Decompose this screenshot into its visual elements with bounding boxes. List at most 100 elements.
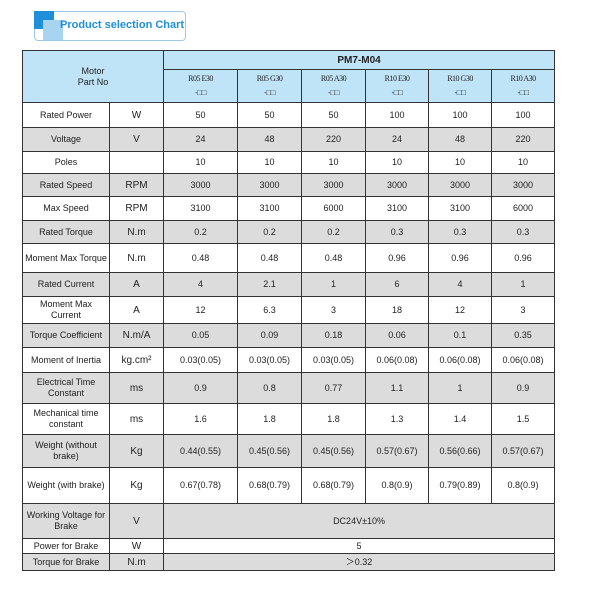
spec-value: 220 bbox=[301, 127, 367, 152]
spec-label: Moment of Inertia bbox=[22, 347, 110, 373]
spec-value: 1.3 bbox=[365, 403, 430, 435]
spec-value: 10 bbox=[365, 151, 430, 174]
spec-unit bbox=[108, 151, 165, 174]
spec-value: 0.3 bbox=[365, 220, 430, 244]
spec-unit: ms bbox=[108, 403, 165, 435]
spec-row: Voltage V 24 48 220 24 48 220 bbox=[22, 127, 556, 152]
spec-row: Torque Coefficient N.m/A 0.05 0.09 0.18 0.06 0… bbox=[22, 323, 556, 348]
spec-value: 0.68(0.79) bbox=[237, 467, 303, 504]
spec-value: 0.79(0.89) bbox=[428, 467, 493, 504]
spec-value: 50 bbox=[237, 102, 303, 128]
spec-value: 0.2 bbox=[301, 220, 367, 244]
spec-value: 0.48 bbox=[301, 243, 367, 273]
spec-value: 10 bbox=[237, 151, 303, 174]
spec-unit: N.m bbox=[108, 220, 165, 244]
part-number-line1: R10 E30 bbox=[384, 74, 410, 83]
spec-value: 3100 bbox=[163, 196, 239, 221]
spec-value-merged: DC24V±10% bbox=[163, 503, 556, 539]
part-number-cell: R05 E30 -□□ bbox=[163, 69, 239, 103]
spec-value: 0.1 bbox=[428, 323, 493, 348]
spec-label: Electrical Time Constant bbox=[22, 372, 110, 404]
spec-value: 0.03(0.05) bbox=[301, 347, 367, 373]
part-number-line1: R05 A30 bbox=[320, 74, 347, 83]
spec-value: 100 bbox=[491, 102, 556, 128]
spec-value: 10 bbox=[428, 151, 493, 174]
spec-value: 3100 bbox=[428, 196, 493, 221]
spec-value: 24 bbox=[365, 127, 430, 152]
spec-unit: V bbox=[108, 503, 165, 539]
part-number-cell: R10 E30 -□□ bbox=[365, 69, 430, 103]
spec-value: 6000 bbox=[491, 196, 556, 221]
spec-unit: RPM bbox=[108, 196, 165, 221]
spec-label: Moment Max Torque bbox=[22, 243, 110, 273]
spec-value: 24 bbox=[163, 127, 239, 152]
spec-value: 3000 bbox=[365, 173, 430, 197]
spec-row: Torque for Brake N.m ＞0.32 bbox=[22, 553, 556, 571]
spec-value: 0.45(0.56) bbox=[237, 434, 303, 468]
spec-value: 0.9 bbox=[491, 372, 556, 404]
spec-value: 0.45(0.56) bbox=[301, 434, 367, 468]
section-title-badge: Product selection Chart bbox=[34, 11, 186, 41]
spec-label: Torque Coefficient bbox=[22, 323, 110, 348]
spec-label: Moment Max Current bbox=[22, 296, 110, 324]
spec-value: 50 bbox=[163, 102, 239, 128]
product-selection-table: Motor Part No PM7-M04 R05 E30 -□□ R05 G30 -… bbox=[21, 50, 556, 571]
spec-value: 12 bbox=[163, 296, 239, 324]
spec-label: Torque for Brake bbox=[22, 553, 110, 571]
spec-value: 0.77 bbox=[301, 372, 367, 404]
spec-row: Weight (with brake) Kg 0.67(0.78) 0.68(0.79… bbox=[22, 467, 556, 504]
spec-value-merged: 5 bbox=[163, 538, 556, 554]
spec-value: 4 bbox=[163, 272, 239, 297]
spec-unit: Kg bbox=[108, 434, 165, 468]
part-number-line2: -□□ bbox=[517, 88, 529, 97]
spec-unit: ms bbox=[108, 372, 165, 404]
spec-value: 0.8 bbox=[237, 372, 303, 404]
spec-value: 3000 bbox=[491, 173, 556, 197]
part-number-cell: R05 A30 -□□ bbox=[301, 69, 367, 103]
spec-value: 0.06(0.08) bbox=[491, 347, 556, 373]
part-number-cell: R10 A30 -□□ bbox=[491, 69, 556, 103]
series-header-row: Motor Part No PM7-M04 bbox=[21, 50, 556, 103]
spec-value: 0.68(0.79) bbox=[301, 467, 367, 504]
spec-value: 0.2 bbox=[237, 220, 303, 244]
part-number-row: R05 E30 -□□ R05 G30 -□□ R05 A30 -□□ R10 E30 -□□… bbox=[23, 69, 556, 103]
spec-row: Weight (without brake) Kg 0.44(0.55) 0.45(0… bbox=[22, 434, 556, 468]
spec-value: 1 bbox=[428, 372, 493, 404]
spec-value: 0.57(0.67) bbox=[491, 434, 556, 468]
spec-value: 3000 bbox=[301, 173, 367, 197]
spec-value: 0.03(0.05) bbox=[237, 347, 303, 373]
spec-unit: kg.cm² bbox=[108, 347, 165, 373]
spec-row: Moment of Inertia kg.cm² 0.03(0.05) 0.03(0.… bbox=[22, 347, 556, 373]
spec-label: Max Speed bbox=[22, 196, 110, 221]
spec-value: 3000 bbox=[163, 173, 239, 197]
spec-value: 50 bbox=[301, 102, 367, 128]
spec-value: 1.4 bbox=[428, 403, 493, 435]
part-number-line1: R05 G30 bbox=[256, 74, 283, 83]
spec-value: 0.06 bbox=[365, 323, 430, 348]
spec-value: 1 bbox=[491, 272, 556, 297]
spec-row: Max Speed RPM 3100 3100 6000 3100 3100 6000 bbox=[22, 196, 556, 221]
spec-row: Mechanical time constant ms 1.6 1.8 1.8 1.3 1.… bbox=[22, 403, 556, 435]
spec-value: 10 bbox=[163, 151, 239, 174]
part-number-line1: R10 G30 bbox=[447, 74, 473, 83]
spec-value: 1.8 bbox=[237, 403, 303, 435]
spec-label: Weight (with brake) bbox=[22, 467, 110, 504]
spec-label: Rated Power bbox=[22, 102, 110, 128]
spec-value: 48 bbox=[237, 127, 303, 152]
part-number-cell: R05 G30 -□□ bbox=[237, 69, 303, 103]
spec-row: Moment Max Current A 12 6.3 3 18 12 3 bbox=[22, 296, 556, 324]
spec-value: 0.9 bbox=[163, 372, 239, 404]
spec-value: 6.3 bbox=[237, 296, 303, 324]
spec-value: 3 bbox=[301, 296, 367, 324]
spec-value: 0.96 bbox=[365, 243, 430, 273]
spec-value: 220 bbox=[491, 127, 556, 152]
spec-value: 0.3 bbox=[491, 220, 556, 244]
spec-row: Rated Speed RPM 3000 3000 3000 3000 3000 3000 bbox=[22, 173, 556, 197]
spec-unit: N.m bbox=[108, 243, 165, 273]
part-number-cell: R10 G30 -□□ bbox=[428, 69, 493, 103]
spec-unit: N.m/A bbox=[108, 323, 165, 348]
part-number-line2: -□□ bbox=[328, 88, 339, 97]
spec-value: 100 bbox=[365, 102, 430, 128]
spec-value: 6000 bbox=[301, 196, 367, 221]
spec-value: 3000 bbox=[237, 173, 303, 197]
